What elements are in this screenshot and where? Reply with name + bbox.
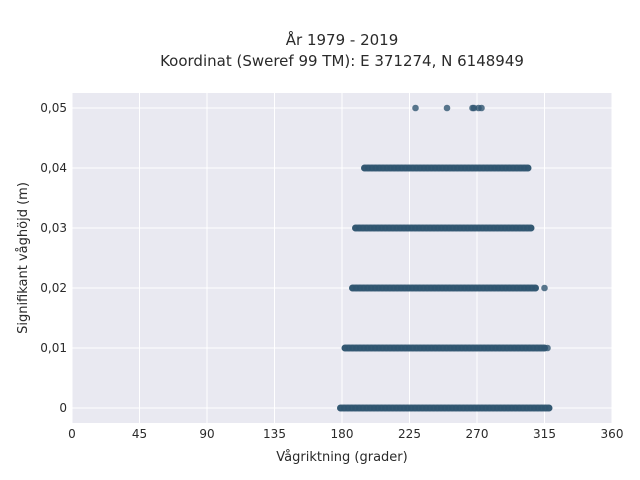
data-point	[544, 344, 551, 352]
data-point	[412, 104, 419, 112]
y-tick-label: 0,03	[40, 221, 67, 235]
y-tick-label: 0,05	[40, 101, 67, 115]
x-tick-label: 360	[601, 427, 624, 441]
chart-title-line-1: År 1979 - 2019	[286, 30, 399, 49]
data-point	[478, 104, 485, 112]
data-point	[541, 284, 548, 292]
y-axis-label: Signifikant våghöjd (m)	[16, 182, 31, 334]
x-tick-label: 315	[533, 427, 556, 441]
x-axis-ticks: 0 45 90 135 180 225 270 315 360	[68, 427, 623, 441]
data-point	[443, 104, 451, 112]
y-tick-label: 0,04	[40, 161, 67, 175]
data-point	[545, 404, 553, 412]
data-point	[524, 164, 532, 172]
x-tick-label: 90	[199, 427, 214, 441]
x-tick-label: 225	[398, 427, 421, 441]
x-axis-label: Vågriktning (grader)	[276, 450, 407, 465]
chart-title-group: År 1979 - 2019 Koordinat (Sweref 99 TM):…	[160, 30, 524, 70]
x-tick-label: 45	[132, 427, 147, 441]
data-point	[527, 224, 535, 232]
chart-title-line-2: Koordinat (Sweref 99 TM): E 371274, N 61…	[160, 52, 524, 70]
y-tick-label: 0,02	[40, 281, 67, 295]
data-points	[337, 104, 553, 412]
x-tick-label: 135	[263, 427, 286, 441]
x-tick-label: 180	[331, 427, 354, 441]
x-tick-label: 0	[68, 427, 76, 441]
x-tick-label: 270	[466, 427, 489, 441]
y-axis-ticks: 0 0,01 0,02 0,03 0,04 0,05	[40, 101, 67, 415]
y-tick-label: 0,01	[40, 341, 67, 355]
y-tick-label: 0	[59, 401, 67, 415]
data-point	[532, 284, 539, 292]
